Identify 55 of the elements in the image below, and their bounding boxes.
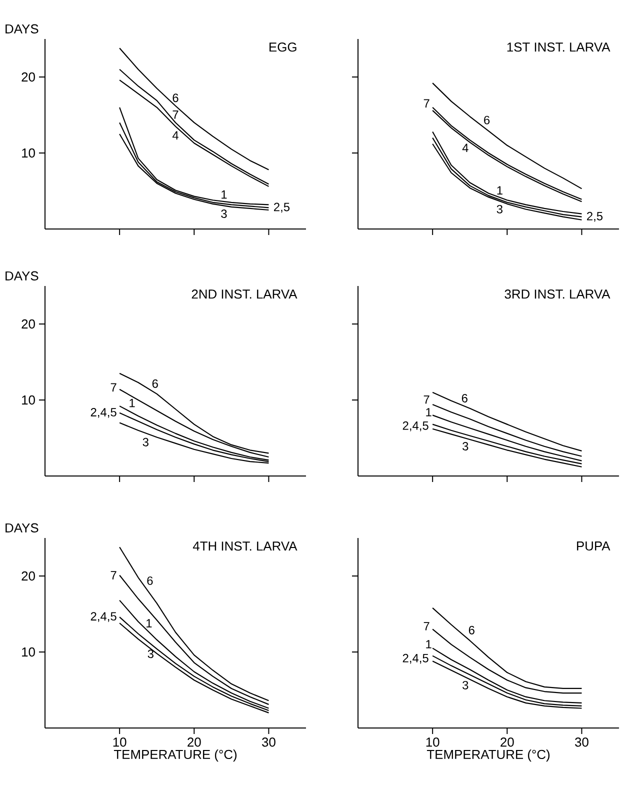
series-label: 1 bbox=[146, 619, 152, 628]
y-tick-label: 20 bbox=[22, 72, 36, 82]
series-label: 6 bbox=[469, 626, 475, 634]
series-label: 7 bbox=[424, 622, 430, 630]
chart-title: EGG bbox=[270, 42, 297, 52]
series-label: 7 bbox=[111, 571, 117, 580]
series-label: 1 bbox=[130, 398, 136, 408]
y-axis-title: DAYS bbox=[6, 271, 38, 280]
y-tick-label: 10 bbox=[22, 647, 36, 657]
chart-title: 3RD INST. LARVA bbox=[504, 290, 610, 299]
y-tick-label: 10 bbox=[22, 148, 36, 158]
series-label: 1 bbox=[426, 640, 432, 648]
x-tick-label: 30 bbox=[575, 738, 589, 747]
chart-title: 4TH INST. LARVA bbox=[193, 542, 298, 551]
series-label: 7 bbox=[424, 99, 430, 108]
x-tick-label: 20 bbox=[188, 738, 202, 747]
x-axis-title: TEMPERATURE (°C) bbox=[427, 750, 550, 762]
y-tick-label: 10 bbox=[22, 395, 36, 405]
series-label: 7 bbox=[111, 383, 117, 392]
series-label: 2,5 bbox=[587, 212, 603, 222]
series-label: 6 bbox=[462, 394, 468, 402]
series-label: 3 bbox=[143, 438, 149, 446]
series-label: 2,5 bbox=[274, 202, 290, 213]
x-tick-label: 20 bbox=[500, 738, 514, 747]
series-label: 1 bbox=[222, 190, 227, 199]
series-label: 3 bbox=[462, 680, 468, 690]
x-tick-label: 10 bbox=[114, 738, 127, 747]
y-tick-label: 20 bbox=[22, 319, 36, 329]
y-axis-title: DAYS bbox=[6, 523, 38, 532]
series-label: 6 bbox=[484, 116, 490, 124]
chart-title: 1ST INST. LARVA bbox=[508, 42, 610, 52]
series-label: 3 bbox=[221, 210, 228, 218]
x-tick-label: 30 bbox=[262, 738, 276, 747]
y-tick-label: 20 bbox=[22, 571, 36, 581]
series-label: 1 bbox=[426, 408, 432, 416]
series-label: 3 bbox=[462, 442, 468, 450]
x-tick-label: 10 bbox=[426, 738, 440, 747]
series-label: 3 bbox=[497, 204, 503, 214]
series-label: 6 bbox=[152, 379, 158, 388]
series-label: 7 bbox=[424, 395, 430, 404]
chart-title: 2ND INST. LARVA bbox=[192, 290, 298, 299]
series-label: 4 bbox=[462, 144, 469, 152]
series-label: 6 bbox=[173, 94, 179, 102]
series-label: 2,4,5 bbox=[403, 654, 429, 664]
series-label: 6 bbox=[147, 576, 153, 585]
series-label: 1 bbox=[498, 186, 503, 194]
x-axis-title: TEMPERATURE (°C) bbox=[114, 750, 237, 762]
series-label: 7 bbox=[173, 110, 178, 119]
series-label: 2,4,5 bbox=[403, 421, 429, 432]
series-label: 2,4,5 bbox=[91, 408, 117, 418]
y-axis-title: DAYS bbox=[6, 24, 38, 34]
series-label: 3 bbox=[148, 650, 154, 658]
series-label: 2,4,5 bbox=[91, 612, 117, 622]
chart-title: PUPA bbox=[577, 542, 610, 551]
series-label: 4 bbox=[172, 131, 179, 140]
